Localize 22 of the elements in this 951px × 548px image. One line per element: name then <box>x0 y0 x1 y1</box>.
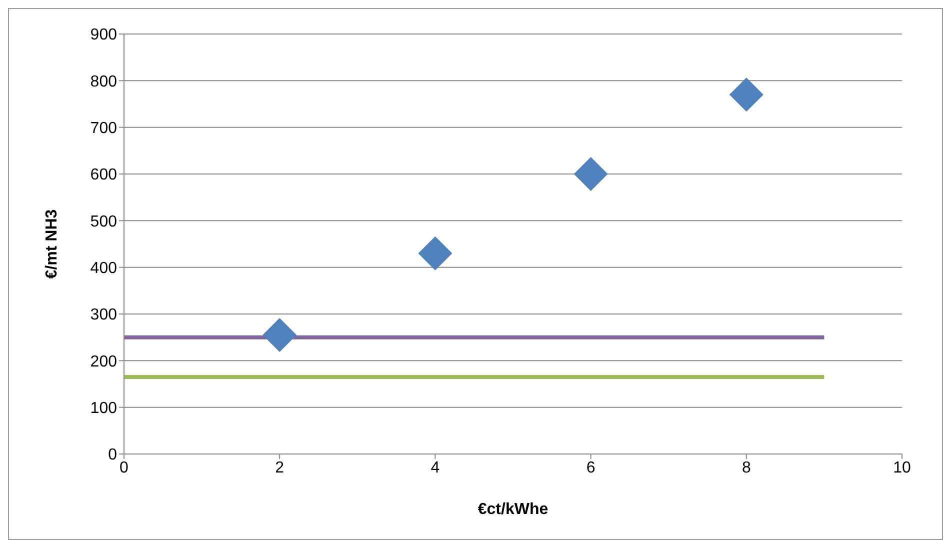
x-tick-label: 10 <box>893 459 911 476</box>
point <box>418 236 452 270</box>
y-tick-label: 300 <box>90 306 118 324</box>
y-tick-label: 100 <box>90 400 118 418</box>
x-axis-title: €ct/kWhe <box>478 501 548 518</box>
y-tick-label: 800 <box>90 73 118 90</box>
y-tick-label: 700 <box>90 120 118 138</box>
y-axis-title: €/mt NH3 <box>44 209 61 279</box>
y-tick-label: 0 <box>108 446 118 464</box>
point <box>729 78 764 112</box>
x-tick-label: 2 <box>275 459 284 476</box>
y-tick-label: 500 <box>90 213 118 230</box>
y-tick-label: 400 <box>90 260 118 278</box>
y-tick-label: 600 <box>90 166 118 184</box>
point <box>574 157 608 191</box>
x-tick-label: 8 <box>742 459 751 476</box>
point <box>262 318 297 352</box>
y-tick-label: 900 <box>90 26 118 44</box>
x-tick-label: 6 <box>586 459 596 476</box>
x-tick-label: 0 <box>120 459 129 476</box>
x-tick-label: 4 <box>430 459 440 476</box>
y-tick-label: 200 <box>90 353 118 370</box>
